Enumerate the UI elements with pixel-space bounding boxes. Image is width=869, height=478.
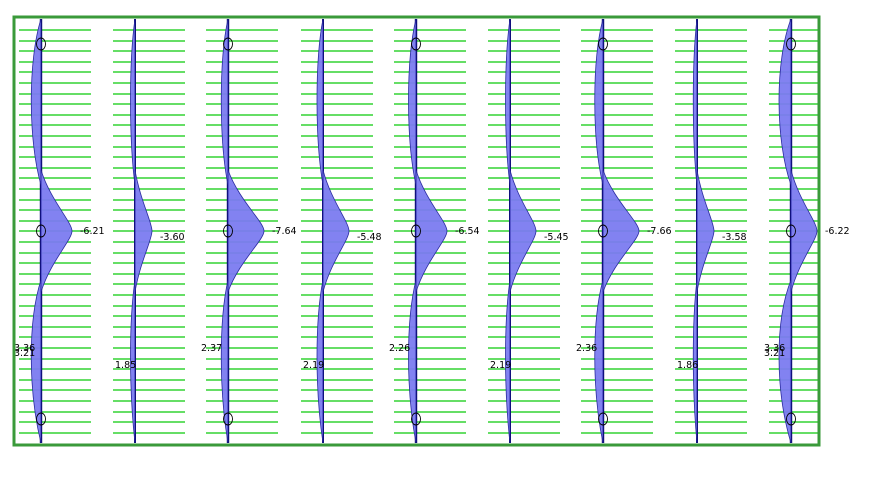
moment-span-lower-m1: [30, 279, 42, 444]
moment-peak-m8: [696, 169, 715, 293]
span-moment-label: 1.86: [677, 360, 698, 371]
slab-frame: [12, 15, 821, 447]
moment-span-lower-m5: [408, 279, 417, 444]
moment-span-lower-m6: [505, 279, 511, 444]
moment-span-upper-m4: [316, 18, 324, 186]
support-circle: [223, 37, 233, 51]
span-moment-label: 2.26: [389, 343, 410, 354]
support-circle: [223, 412, 233, 426]
peak-moment-label: -5.45: [544, 232, 569, 243]
span-moment-label: 3.21: [14, 348, 35, 359]
support-circle: [598, 37, 608, 51]
support-circle: [36, 37, 46, 51]
moment-span-upper-m7: [594, 18, 604, 186]
support-circle: [36, 224, 46, 238]
peak-moment-label: -3.60: [160, 232, 185, 243]
moment-peak-m9: [790, 169, 818, 293]
support-circle: [786, 37, 796, 51]
support-circle: [786, 224, 796, 238]
moment-peak-m3: [227, 169, 265, 293]
peak-moment-label: -6.22: [825, 226, 850, 237]
moment-span-lower-m4: [316, 279, 324, 444]
moment-peak-m1: [40, 169, 73, 293]
support-circle: [411, 412, 421, 426]
support-circle: [411, 224, 421, 238]
support-circle: [598, 412, 608, 426]
moment-span-upper-m8: [692, 18, 698, 186]
moment-span-upper-m1: [30, 18, 42, 186]
moment-span-lower-m7: [594, 279, 604, 444]
support-circle: [223, 224, 233, 238]
span-moment-label: 1.85: [115, 360, 136, 371]
moment-peak-m4: [322, 169, 350, 293]
span-moment-label: 3.36: [764, 343, 785, 354]
span-moment-label: 2.19: [303, 360, 324, 371]
support-circle: [411, 37, 421, 51]
peak-moment-label: -6.54: [455, 226, 480, 237]
moment-curves: [30, 18, 818, 444]
span-moment-label: 3.21: [764, 348, 785, 359]
support-circle: [786, 412, 796, 426]
peak-moment-label: -5.48: [357, 232, 382, 243]
peak-moment-label: -6.21: [80, 226, 105, 237]
span-moment-label: 3.36: [14, 343, 35, 354]
value-labels: -6.213.363.21-3.601.85-7.642.37-5.482.19…: [14, 226, 850, 371]
moment-span-upper-m6: [505, 18, 511, 186]
moment-span-lower-m9: [778, 279, 792, 444]
moment-span-upper-m3: [220, 18, 229, 186]
moment-peak-m5: [415, 169, 448, 293]
span-moment-label: 2.19: [490, 360, 511, 371]
moment-peak-m6: [509, 169, 537, 293]
support-circle: [598, 224, 608, 238]
span-moment-label: 2.36: [576, 343, 597, 354]
moment-span-lower-m8: [692, 279, 698, 444]
moment-span-lower-m2: [130, 279, 136, 444]
peak-moment-label: -7.66: [647, 226, 672, 237]
moment-span-lower-m3: [220, 279, 229, 444]
support-circle: [36, 412, 46, 426]
support-symbols: [36, 37, 796, 426]
moment-span-upper-m2: [130, 18, 136, 186]
moment-peak-m2: [134, 169, 153, 293]
moment-span-upper-m5: [408, 18, 417, 186]
span-moment-label: 2.37: [201, 343, 222, 354]
peak-moment-label: -7.64: [272, 226, 297, 237]
peak-moment-label: -3.58: [722, 232, 747, 243]
moment-peak-m7: [602, 169, 640, 293]
moment-span-upper-m9: [778, 18, 792, 186]
